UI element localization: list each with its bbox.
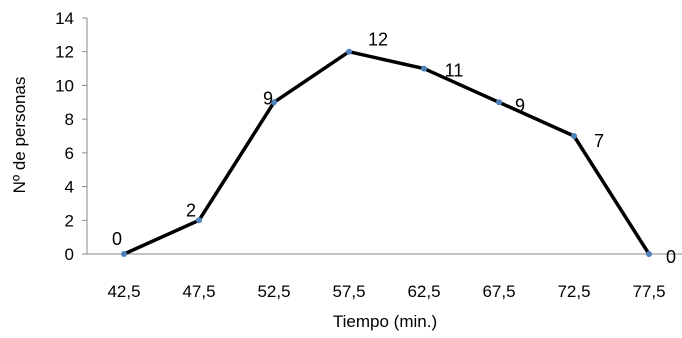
y-tick-label: 10: [55, 76, 74, 95]
data-point: [496, 99, 502, 106]
x-tick-label: 72,5: [557, 282, 590, 301]
data-point: [271, 99, 277, 106]
data-label: 0: [666, 247, 676, 267]
axes: [82, 17, 682, 255]
data-point: [646, 251, 652, 257]
x-axis-title: Tiempo (min.): [333, 312, 437, 331]
y-tick-label: 6: [65, 144, 74, 163]
y-tick-label: 12: [55, 43, 74, 62]
y-axis-title: Nº de personas: [10, 77, 29, 194]
x-tick-label: 42,5: [107, 282, 140, 301]
data-labels: 0 2 9 12 11 9 7 0: [112, 30, 676, 267]
x-tick-label: 52,5: [257, 282, 290, 301]
x-tick-label: 67,5: [482, 282, 515, 301]
data-label: 11: [445, 61, 464, 81]
y-tick-label: 4: [65, 178, 74, 197]
y-tick-label: 2: [65, 211, 74, 230]
x-tick-labels: 42,5 47,5 52,5 57,5 62,5 67,5 72,5 77,5: [107, 282, 665, 301]
x-tick-label: 77,5: [632, 282, 665, 301]
data-label: 0: [112, 229, 122, 249]
x-tick-label: 57,5: [332, 282, 365, 301]
series-line-layer: [122, 49, 651, 256]
y-tick-labels: 0 2 4 6 8 10 12 14: [55, 9, 74, 264]
data-point: [571, 133, 577, 139]
data-point: [346, 48, 352, 55]
y-tick-label: 8: [65, 110, 74, 129]
data-label: 9: [515, 95, 525, 115]
data-point: [421, 65, 427, 72]
x-tick-label: 47,5: [182, 282, 215, 301]
data-label: 7: [594, 131, 604, 151]
data-markers: [121, 48, 652, 257]
data-label: 9: [263, 88, 273, 108]
data-point: [121, 251, 127, 257]
y-tick-label: 0: [65, 245, 74, 264]
data-label: 12: [368, 30, 388, 50]
data-label: 2: [186, 200, 196, 220]
series-line: [122, 49, 651, 256]
data-point: [196, 217, 202, 224]
y-tick-label: 14: [55, 9, 74, 28]
x-tick-label: 62,5: [407, 282, 440, 301]
